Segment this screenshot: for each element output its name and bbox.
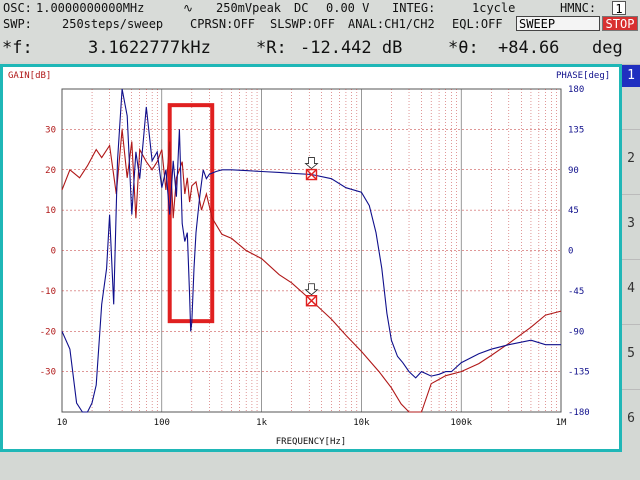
sweep-button[interactable]: SWEEP	[516, 16, 600, 31]
freq-readout-value: 3.1622777kHz	[88, 38, 211, 58]
y-left-tick-label: -20	[40, 327, 56, 337]
freq-readout-label: *f:	[2, 38, 33, 58]
y-left-tick-label: 30	[45, 125, 56, 135]
phase-cursor-marker-arrow-icon	[304, 157, 319, 170]
gain-cursor-marker	[305, 295, 318, 307]
y-left-tick-label: -10	[40, 287, 56, 297]
gain-readout-label: *R:	[256, 38, 287, 58]
trace-tab-6[interactable]: 6	[622, 389, 640, 448]
phase-readout-label: *θ:	[448, 38, 479, 58]
y-right-tick-label: -90	[568, 327, 584, 337]
swp-label: SWP:	[3, 17, 32, 31]
y-right-tick-label: 45	[568, 206, 579, 216]
grid	[61, 88, 562, 413]
y-right-tick-label: -45	[568, 287, 584, 297]
gain-series-line	[61, 129, 562, 413]
y-left-tick-label: 20	[45, 166, 56, 176]
phase-series-line	[61, 88, 561, 413]
swp-value: 250steps/sweep	[62, 17, 164, 31]
trace-tab-2[interactable]: 2	[622, 129, 640, 188]
trace-tab-3[interactable]: 3	[622, 194, 640, 253]
x-tick-label: 10	[57, 418, 68, 428]
hmnc-value[interactable]: 1	[612, 1, 626, 16]
y-right-tick-label: -180	[568, 408, 590, 418]
phase-cursor-marker-cross	[306, 169, 317, 181]
y-left-axis-label: GAIN[dB]	[8, 71, 51, 81]
osc-waveform-icon: ∿	[183, 1, 194, 15]
plot-frame	[0, 64, 622, 452]
phase-readout-unit: deg	[592, 38, 623, 58]
gain-cursor-marker-arrow-icon	[304, 283, 319, 296]
x-axis-label: FREQUENCY[Hz]	[276, 437, 346, 447]
stop-button[interactable]: STOP	[602, 16, 638, 31]
y-left-tick-label: 0	[51, 247, 56, 257]
tick-labels: 10 100 1k 10k 100k 1M3020100-10-20-3018013590…	[40, 85, 590, 428]
x-tick-label: 10k	[353, 418, 370, 428]
highlight-rectangle	[167, 103, 215, 324]
osc-dc-label: DC	[294, 1, 309, 15]
y-left-tick-label: -30	[40, 368, 56, 378]
slswp-status: SLSWP:OFF	[270, 17, 336, 31]
trace-tab-1[interactable]: 1	[622, 64, 640, 87]
x-tick-label: 100	[154, 418, 170, 428]
y-right-axis-label: PHASE[deg]	[556, 71, 610, 81]
cursor-markers[interactable]	[304, 157, 319, 307]
gain-readout-value: -12.442 dB	[300, 38, 403, 58]
status-bar: OSC: 1.0000000000MHz ∿ 250mVpeak DC 0.00…	[0, 0, 640, 62]
x-tick-label: 1k	[256, 418, 267, 428]
osc-frequency: 1.0000000000MHz	[36, 1, 145, 15]
integ-value: 1cycle	[472, 1, 516, 15]
gain-cursor-marker-cross	[306, 295, 317, 307]
integ-label: INTEG:	[392, 1, 436, 15]
phase-readout-value: +84.66	[498, 38, 560, 58]
trace-tab-4[interactable]: 4	[622, 259, 640, 318]
osc-label: OSC:	[3, 1, 32, 15]
y-right-tick-label: 90	[568, 166, 579, 176]
y-right-tick-label: 0	[568, 247, 573, 257]
cprsn-status: CPRSN:OFF	[190, 17, 256, 31]
y-right-tick-label: 135	[568, 125, 584, 135]
eql-status: EQL:OFF	[452, 17, 503, 31]
y-right-tick-label: -135	[568, 368, 590, 378]
y-right-tick-label: 180	[568, 85, 584, 95]
osc-dc-value: 0.00 V	[326, 1, 370, 15]
phase-cursor-marker	[305, 168, 318, 181]
series	[61, 88, 562, 413]
highlight-box	[167, 103, 215, 324]
hmnc-label: HMNC:	[560, 1, 597, 15]
anal-status: ANAL:CH1/CH2	[348, 17, 435, 31]
x-tick-label: 1M	[556, 418, 567, 428]
y-left-tick-label: 10	[45, 206, 56, 216]
osc-amplitude: 250mVpeak	[216, 1, 282, 15]
bode-plot[interactable]: 10 100 1k 10k 100k 1M3020100-10-20-3018013590…	[0, 64, 622, 452]
trace-tab-5[interactable]: 5	[622, 324, 640, 383]
x-tick-label: 100k	[450, 418, 472, 428]
